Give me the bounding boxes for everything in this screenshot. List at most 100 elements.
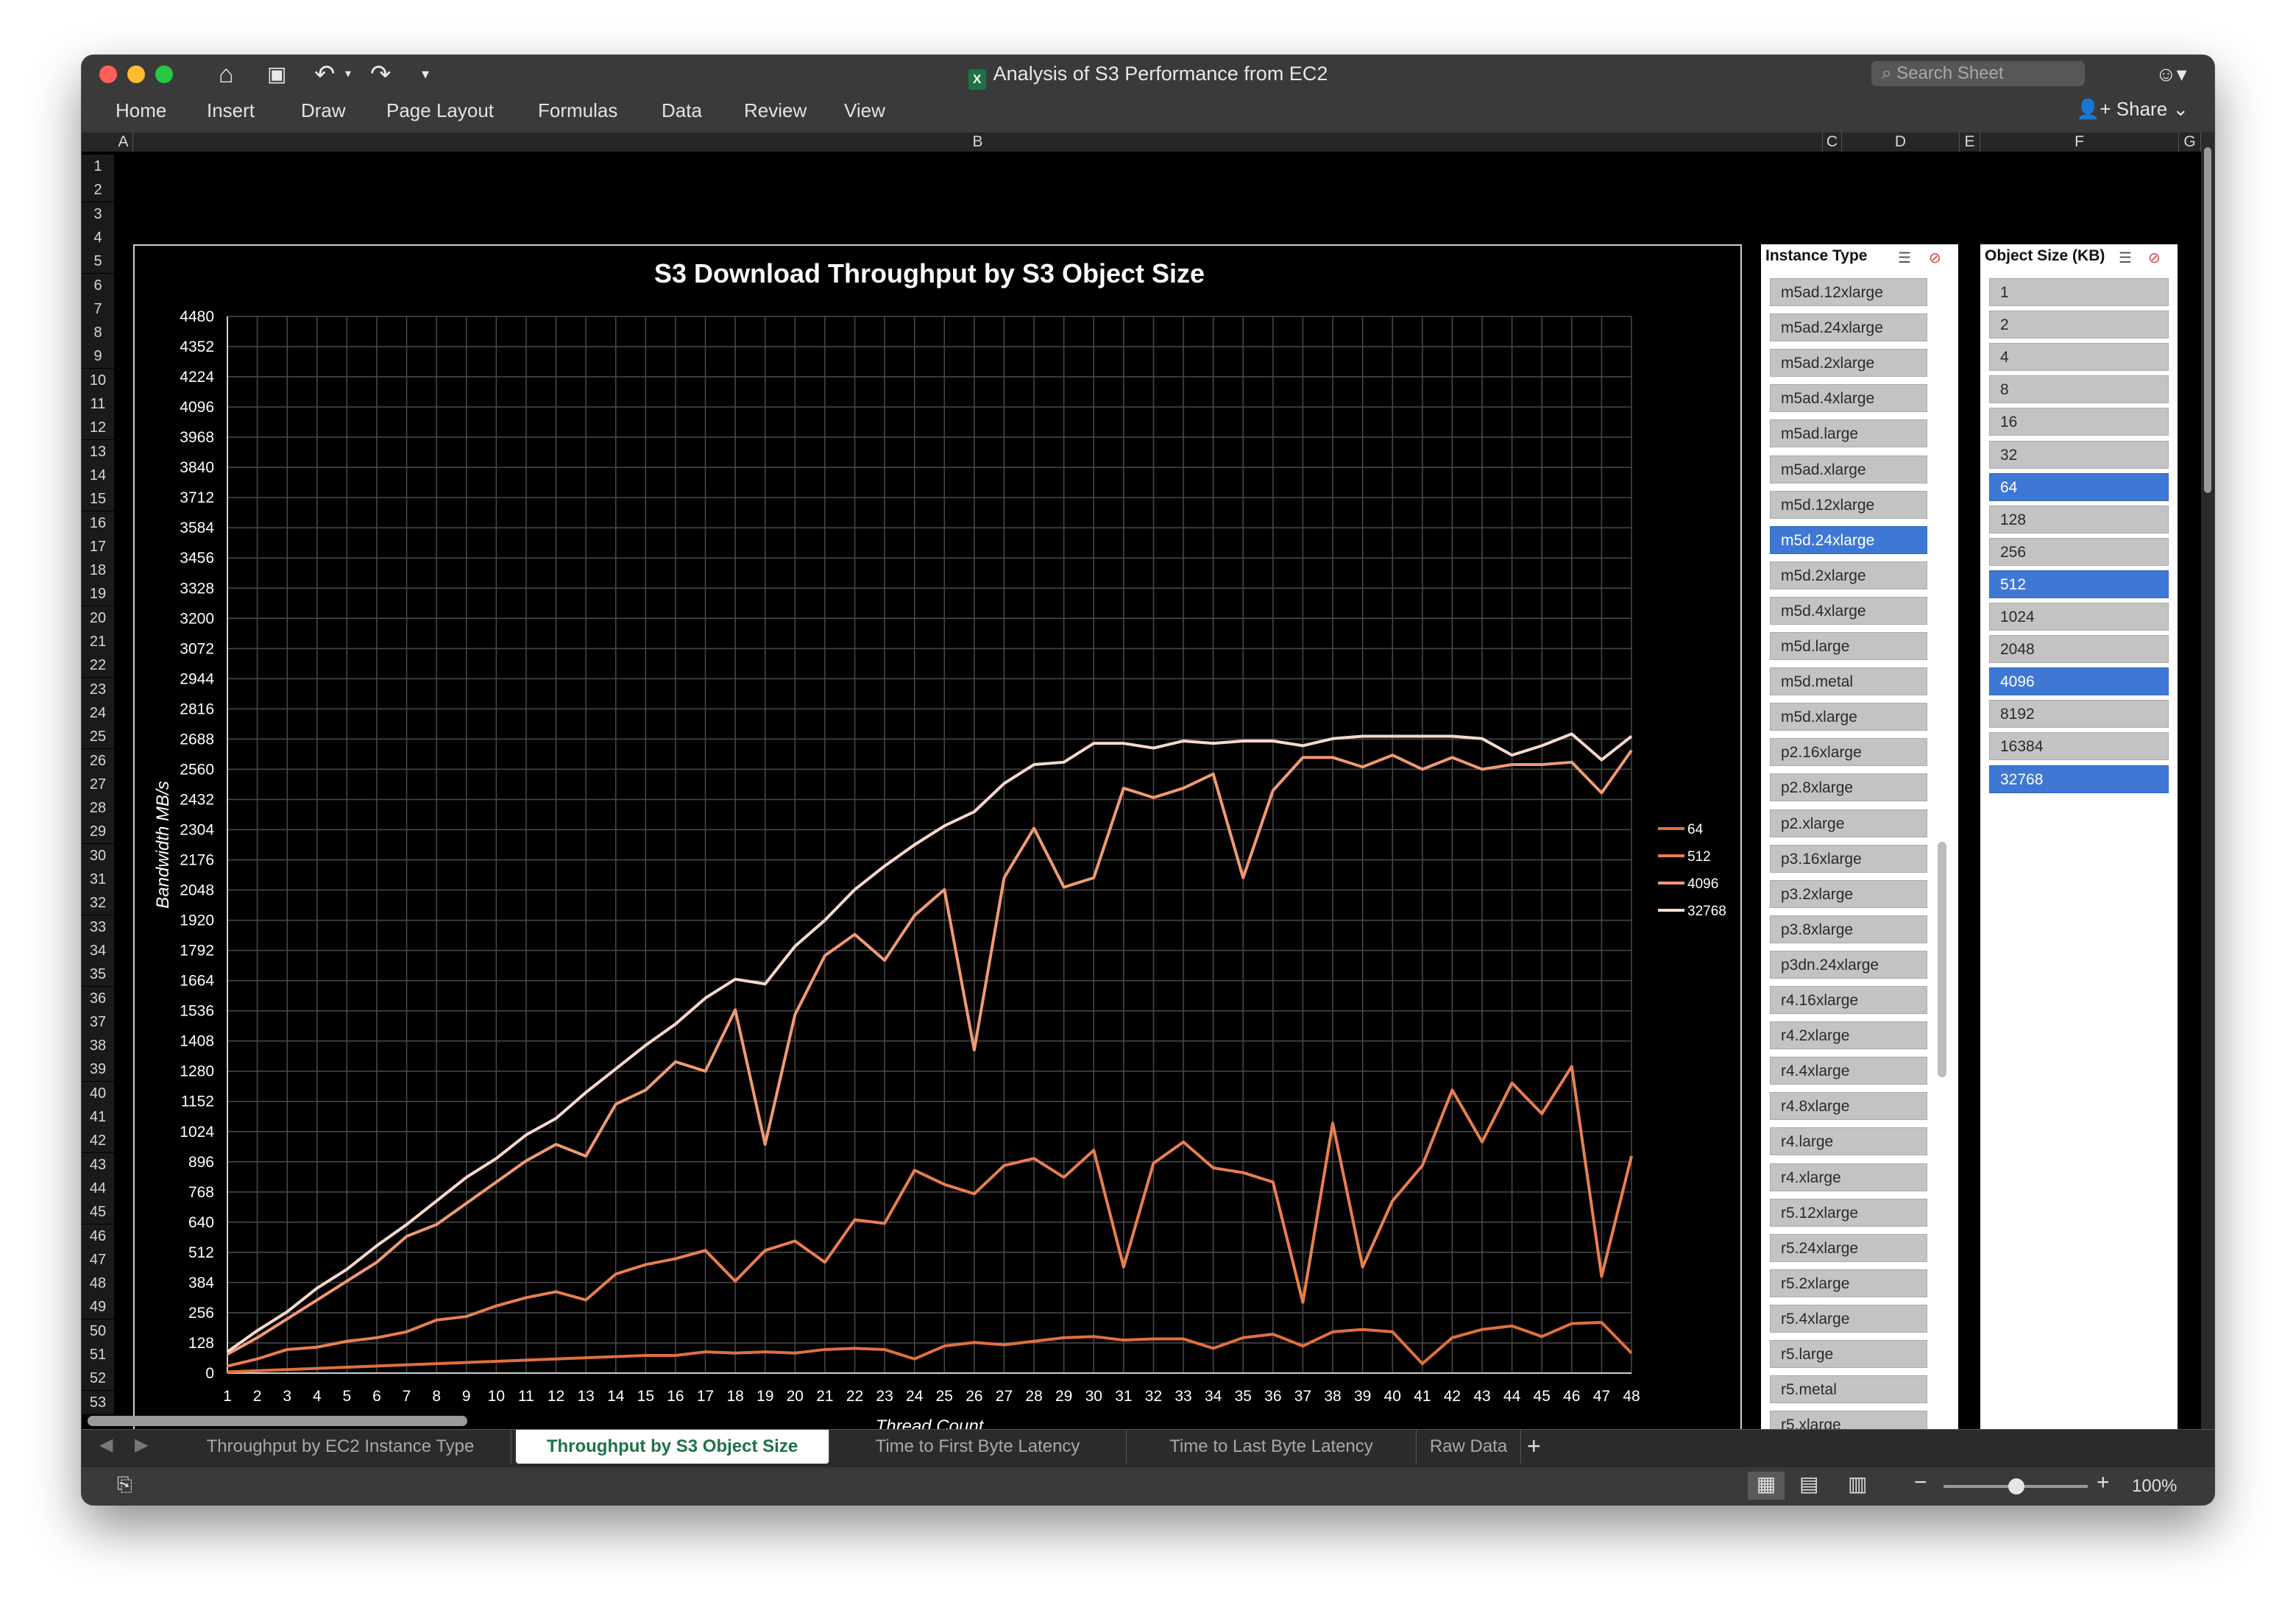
row-header[interactable]: 45 xyxy=(82,1200,114,1224)
slicer-item-size[interactable]: 8192 xyxy=(1989,700,2169,728)
slicer-item-instance[interactable]: r5.24xlarge xyxy=(1770,1233,1927,1262)
sheet-tab[interactable]: Throughput by EC2 Instance Type xyxy=(170,1430,511,1464)
row-header[interactable]: 44 xyxy=(82,1176,114,1200)
vertical-scroll-thumb[interactable] xyxy=(2204,147,2211,493)
slicer-item-instance[interactable]: m5d.metal xyxy=(1770,667,1927,696)
multi-select-icon[interactable]: ☰ xyxy=(1898,250,1911,266)
ribbon-tab[interactable]: View xyxy=(844,99,885,121)
row-header[interactable]: 6 xyxy=(82,273,114,297)
slicer-item-size[interactable]: 4096 xyxy=(1989,667,2169,696)
row-header[interactable]: 4 xyxy=(82,225,114,249)
clear-filter-icon[interactable]: ⊘ xyxy=(2148,250,2161,266)
row-header[interactable]: 17 xyxy=(82,534,114,559)
slicer-item-size[interactable]: 32768 xyxy=(1989,765,2169,793)
undo-icon[interactable]: ↶ xyxy=(314,60,336,88)
row-header[interactable]: 11 xyxy=(82,392,114,416)
slicer-item-instance[interactable]: p3.8xlarge xyxy=(1770,915,1927,943)
slicer-item-instance[interactable]: r4.16xlarge xyxy=(1770,986,1927,1014)
row-header[interactable]: 39 xyxy=(82,1057,114,1082)
slicer-item-instance[interactable]: m5ad.2xlarge xyxy=(1770,349,1927,377)
row-header[interactable]: 41 xyxy=(82,1105,114,1129)
column-header[interactable]: A xyxy=(114,132,133,152)
row-header[interactable]: 36 xyxy=(82,986,114,1010)
row-header[interactable]: 3 xyxy=(82,202,114,226)
normal-view-icon[interactable]: ▦ xyxy=(1748,1472,1785,1500)
series-line-512[interactable] xyxy=(227,1065,1633,1368)
slicer-item-instance[interactable]: r5.12xlarge xyxy=(1770,1198,1927,1227)
zoom-slider-thumb[interactable] xyxy=(2008,1478,2024,1495)
row-header[interactable]: 34 xyxy=(82,938,114,963)
row-header[interactable]: 21 xyxy=(82,630,114,653)
share-button[interactable]: 👤+ Share ⌄ xyxy=(2076,98,2189,121)
slicer-item-size[interactable]: 512 xyxy=(1989,570,2169,598)
slicer-scrollbar[interactable] xyxy=(1938,842,1946,1077)
zoom-slider[interactable] xyxy=(1944,1478,2088,1495)
slicer-item-instance[interactable]: p2.8xlarge xyxy=(1770,773,1927,802)
row-header[interactable]: 14 xyxy=(82,463,114,487)
redo-icon[interactable]: ↷ xyxy=(370,60,391,88)
zoom-out-button[interactable]: − xyxy=(1914,1470,1927,1495)
macro-record-icon[interactable]: ⎘ xyxy=(117,1473,132,1495)
column-header[interactable]: B xyxy=(133,132,1823,152)
row-header[interactable]: 35 xyxy=(82,963,114,987)
page-break-view-icon[interactable]: ▥ xyxy=(1848,1472,1868,1495)
sheet-tab[interactable]: Time to Last Byte Latency xyxy=(1127,1430,1417,1464)
row-header[interactable]: 19 xyxy=(82,582,114,606)
row-header[interactable]: 38 xyxy=(82,1034,114,1058)
horizontal-scroll-thumb[interactable] xyxy=(88,1416,467,1426)
slicer-item-size[interactable]: 256 xyxy=(1989,537,2169,566)
slicer-item-instance[interactable]: p2.xlarge xyxy=(1770,809,1927,837)
slicer-item-instance[interactable]: r4.2xlarge xyxy=(1770,1021,1927,1050)
save-icon[interactable]: ▣ xyxy=(267,63,287,85)
slicer-item-instance[interactable]: m5ad.xlarge xyxy=(1770,455,1927,483)
row-header[interactable]: 20 xyxy=(82,606,114,630)
row-header[interactable]: 40 xyxy=(82,1081,114,1105)
slicer-item-size[interactable]: 2 xyxy=(1989,311,2169,339)
row-header[interactable]: 15 xyxy=(82,487,114,511)
row-header[interactable]: 53 xyxy=(82,1390,114,1414)
row-header[interactable]: 32 xyxy=(82,891,114,915)
row-header[interactable]: 28 xyxy=(82,796,114,820)
slicer-item-instance[interactable]: m5ad.4xlarge xyxy=(1770,384,1927,413)
sheet-tab[interactable]: Throughput by S3 Object Size xyxy=(516,1430,829,1464)
slicer-item-size[interactable]: 16 xyxy=(1989,408,2169,436)
home-icon[interactable]: ⌂ xyxy=(219,60,234,88)
row-header[interactable]: 12 xyxy=(82,416,114,440)
slicer-item-instance[interactable]: p3dn.24xlarge xyxy=(1770,950,1927,979)
slicer-item-instance[interactable]: r4.xlarge xyxy=(1770,1163,1927,1191)
multi-select-icon[interactable]: ☰ xyxy=(2119,250,2132,266)
row-header[interactable]: 42 xyxy=(82,1129,114,1153)
row-header[interactable]: 50 xyxy=(82,1319,114,1343)
row-header[interactable]: 27 xyxy=(82,772,114,796)
close-window-button[interactable] xyxy=(99,65,117,83)
slicer-item-size[interactable]: 16384 xyxy=(1989,732,2169,761)
slicer-item-instance[interactable]: r5.metal xyxy=(1770,1375,1927,1404)
row-header[interactable]: 24 xyxy=(82,701,114,725)
slicer-object-size[interactable]: Object Size (KB) ☰ ⊘ 1 2 4 8 16 32 64 128 256 512… xyxy=(1980,244,2178,1448)
minimize-window-button[interactable] xyxy=(127,65,145,83)
row-header[interactable]: 26 xyxy=(82,748,114,773)
row-header[interactable]: 46 xyxy=(82,1224,114,1248)
zoom-in-button[interactable]: + xyxy=(2097,1470,2110,1495)
slicer-item-size[interactable]: 8 xyxy=(1989,375,2169,404)
undo-dropdown-icon[interactable]: ▾ xyxy=(345,68,352,80)
add-sheet-button[interactable]: + xyxy=(1527,1433,1541,1459)
slicer-item-instance[interactable]: m5d.12xlarge xyxy=(1770,490,1927,519)
row-header[interactable]: 49 xyxy=(82,1295,114,1319)
slicer-item-instance[interactable]: p2.16xlarge xyxy=(1770,738,1927,767)
clear-filter-icon[interactable]: ⊘ xyxy=(1929,250,1941,266)
ribbon-collapse-icon[interactable]: ⌄ xyxy=(2172,98,2189,120)
slicer-item-instance[interactable]: m5d.24xlarge xyxy=(1770,525,1927,554)
search-sheet-input[interactable]: ⌕ Search Sheet xyxy=(1871,61,2085,86)
vertical-scrollbar[interactable] xyxy=(2201,132,2214,1429)
ribbon-tab[interactable]: Page Layout xyxy=(386,99,495,121)
column-header[interactable]: E xyxy=(1960,132,1980,152)
row-header[interactable]: 51 xyxy=(82,1343,114,1366)
series-line-64[interactable] xyxy=(227,1321,1633,1374)
slicer-item-instance[interactable]: r5.4xlarge xyxy=(1770,1304,1927,1333)
row-header[interactable]: 23 xyxy=(82,677,114,701)
ribbon-tab[interactable]: Formulas xyxy=(538,99,618,121)
slicer-item-instance[interactable]: m5d.xlarge xyxy=(1770,703,1927,731)
slicer-item-instance[interactable]: r5.2xlarge xyxy=(1770,1269,1927,1297)
slicer-item-instance[interactable]: m5d.large xyxy=(1770,632,1927,660)
